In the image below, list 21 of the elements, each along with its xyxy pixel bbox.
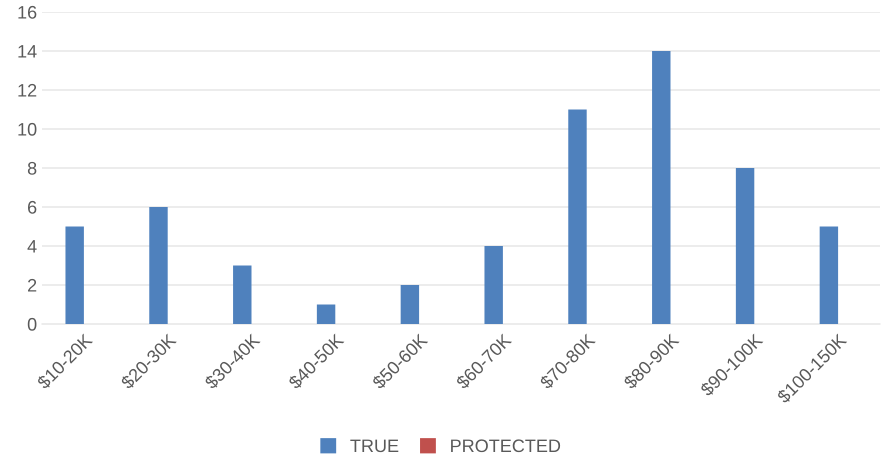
bar xyxy=(400,285,420,324)
y-tick-label: 8 xyxy=(28,162,36,175)
bar xyxy=(316,304,336,324)
legend-label: PROTECTED xyxy=(451,439,560,452)
y-tick-label: 16 xyxy=(18,6,36,19)
y-tick-label: 14 xyxy=(18,45,37,58)
y-tick-label: 2 xyxy=(28,278,36,292)
bar xyxy=(484,246,503,324)
bar xyxy=(568,110,587,324)
bar xyxy=(149,207,168,324)
bar xyxy=(820,226,838,324)
y-tick-label: 12 xyxy=(18,84,36,97)
y-tick-label: 6 xyxy=(28,200,36,214)
y-tick-label: 10 xyxy=(18,122,36,136)
legend-label: TRUE xyxy=(350,440,398,452)
bar xyxy=(233,266,252,324)
bar xyxy=(65,226,84,324)
bar xyxy=(736,168,754,324)
y-tick-label: 0 xyxy=(28,318,36,331)
y-tick-label: 4 xyxy=(28,240,37,253)
bar xyxy=(652,51,670,324)
